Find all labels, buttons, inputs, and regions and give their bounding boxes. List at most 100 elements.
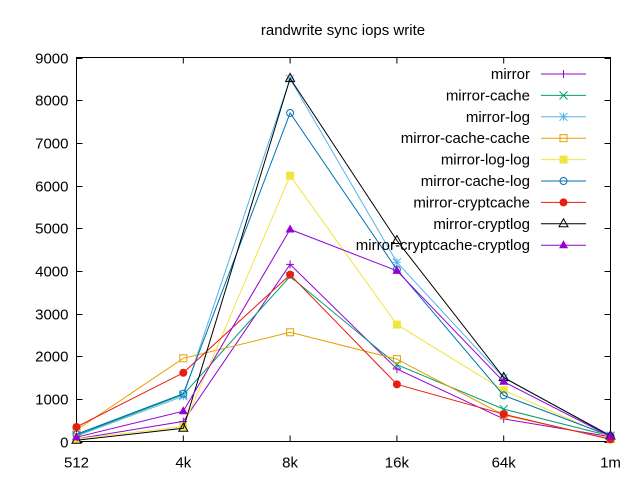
legend-label: mirror-log-log xyxy=(441,152,530,169)
data-point xyxy=(286,328,295,337)
data-point xyxy=(392,320,401,329)
marker-square-filled xyxy=(499,386,508,395)
legend-label: mirror xyxy=(491,66,530,83)
marker-triangle-filled xyxy=(499,376,509,385)
series-line xyxy=(76,77,611,441)
x-tick-label: 16k xyxy=(385,455,410,472)
data-point xyxy=(392,364,401,373)
series-line xyxy=(76,331,611,440)
data-point xyxy=(499,391,508,400)
y-tick-label: 1000 xyxy=(35,392,68,409)
legend-item: mirror-cache-log xyxy=(421,173,586,190)
legend-item: mirror-cache-cache xyxy=(401,130,586,147)
marker-triangle-filled xyxy=(285,224,295,233)
marker-square-open xyxy=(179,354,188,363)
plot-area-border xyxy=(76,57,611,442)
series-mirror-cache xyxy=(72,272,615,441)
y-tick-label: 2000 xyxy=(35,349,68,366)
legend-label: mirror-cryptcache-cryptlog xyxy=(356,237,530,254)
y-tick-label: 8000 xyxy=(35,93,68,110)
y-tick-label: 4000 xyxy=(35,264,68,281)
series-mirror-log xyxy=(72,74,615,441)
marker-circle-filled xyxy=(392,380,401,389)
x-tick-label: 8k xyxy=(282,455,298,472)
data-point xyxy=(499,386,508,395)
y-tick-label: 0 xyxy=(60,435,68,452)
marker-circle-open xyxy=(499,391,508,400)
legend-item: mirror-log xyxy=(466,109,586,126)
data-point xyxy=(72,422,81,431)
marker-square-filled xyxy=(286,171,295,180)
data-point xyxy=(392,360,402,370)
marker-triangle-filled xyxy=(392,265,402,274)
marker-star xyxy=(392,257,402,267)
marker-triangle-open xyxy=(391,234,403,245)
y-tick-label: 9000 xyxy=(35,51,68,68)
marker-plus xyxy=(286,260,295,269)
series-line xyxy=(76,228,611,438)
data-point xyxy=(499,410,508,419)
y-tick-label: 7000 xyxy=(35,136,68,153)
data-point xyxy=(177,422,189,432)
legend-label: mirror-log xyxy=(466,109,530,126)
marker-cross xyxy=(559,91,568,100)
y-tick-label: 6000 xyxy=(35,179,68,196)
legend-item: mirror-cryptlog xyxy=(433,216,586,233)
marker-triangle-filled xyxy=(606,431,615,440)
y-tick-label: 5000 xyxy=(35,221,68,238)
data-point xyxy=(392,265,402,274)
x-tick-label: 1m xyxy=(600,455,621,472)
series-group xyxy=(71,72,616,444)
marker-triangle-filled xyxy=(178,406,188,415)
marker-plus xyxy=(559,70,568,78)
chart-title: randwrite sync iops write xyxy=(261,22,425,39)
marker-triangle-open xyxy=(558,217,569,228)
axes: 0 1000 2000 3000 4000 5000 6000 7000 8000 9000 512… xyxy=(35,51,621,472)
legend-label: mirror-cache-cache xyxy=(401,130,530,147)
series-line xyxy=(76,263,611,440)
series-mirror-cryptcache xyxy=(72,270,615,444)
data-point xyxy=(606,431,615,440)
data-point xyxy=(499,376,509,385)
marker-circle-filled xyxy=(286,270,295,279)
marker-circle-filled xyxy=(499,410,508,419)
series-mirror-cryptcache-cryptlog xyxy=(72,224,615,441)
series-mirror-cache-cache xyxy=(72,328,615,443)
data-point xyxy=(179,389,188,398)
marker-triangle-open xyxy=(284,72,296,82)
marker-triangle-filled xyxy=(559,240,568,249)
legend: mirror mirror-cache mirror-log mirror-cache… xyxy=(356,66,586,254)
marker-circle-open xyxy=(179,389,188,398)
data-point xyxy=(178,406,188,415)
data-point xyxy=(179,354,188,363)
marker-star xyxy=(178,391,188,401)
x-tick-label: 512 xyxy=(64,455,89,472)
marker-square-open xyxy=(286,328,295,337)
marker-plus xyxy=(392,364,401,373)
y-tick-label: 3000 xyxy=(35,307,68,324)
marker-circle-open xyxy=(559,177,568,185)
marker-circle-filled xyxy=(179,368,188,377)
legend-label: mirror-cache-log xyxy=(421,173,530,190)
data-point xyxy=(72,432,81,441)
legend-item: mirror-cryptcache-cryptlog xyxy=(356,237,586,254)
series-mirror xyxy=(72,260,615,443)
data-point xyxy=(286,270,295,279)
data-point xyxy=(392,355,401,364)
series-line xyxy=(76,111,611,437)
legend-label: mirror-cryptcache xyxy=(413,194,530,211)
marker-circle-filled xyxy=(72,422,81,431)
series-line xyxy=(76,174,611,440)
legend-item: mirror-cryptcache xyxy=(413,194,586,211)
marker-circle-filled xyxy=(559,198,568,207)
marker-cross xyxy=(392,360,402,370)
x-tick-label: 4k xyxy=(175,455,191,472)
marker-circle-open xyxy=(286,108,295,117)
marker-square-open xyxy=(392,355,401,364)
data-point xyxy=(392,257,402,267)
series-line xyxy=(76,275,611,437)
legend-item: mirror xyxy=(491,66,586,83)
marker-triangle-open xyxy=(177,422,189,432)
data-point xyxy=(286,171,295,180)
